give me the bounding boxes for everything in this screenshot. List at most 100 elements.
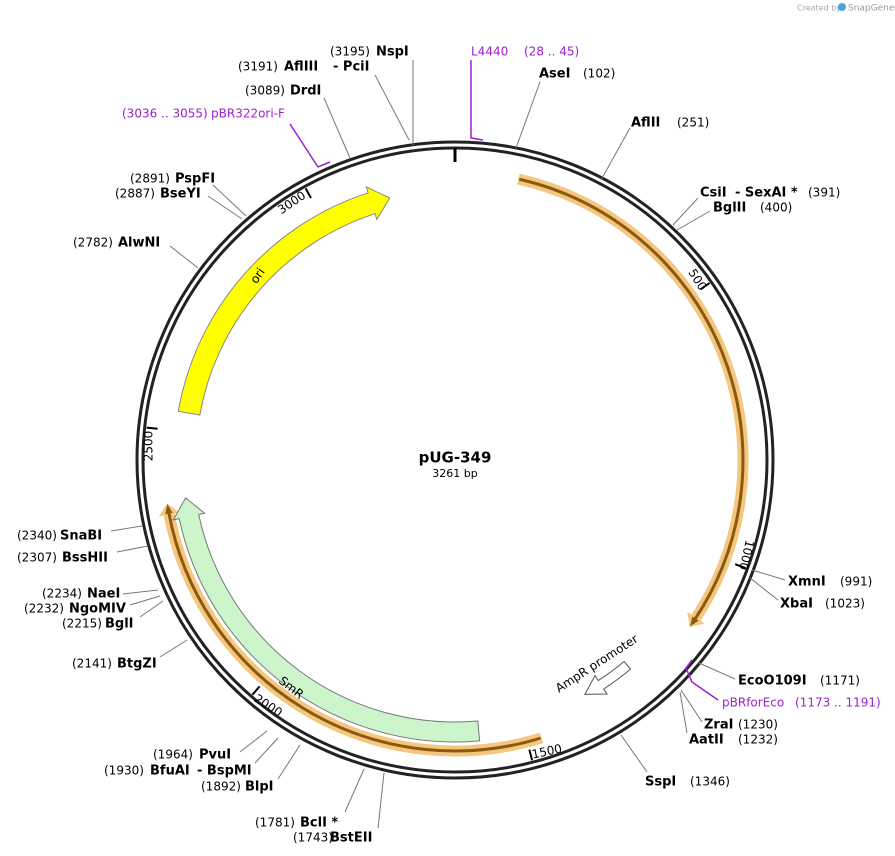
site-name: NgoMIV bbox=[69, 602, 126, 617]
site-leader bbox=[169, 245, 199, 269]
site-position: (1230) bbox=[738, 718, 778, 732]
site-name: XbaI bbox=[780, 597, 813, 612]
site-leader bbox=[129, 595, 161, 606]
tick-mark bbox=[528, 749, 534, 761]
site-name: BssHII bbox=[62, 551, 108, 566]
site-position: (2232) bbox=[24, 602, 64, 616]
tick-mark bbox=[304, 187, 312, 199]
site-name: DrdI bbox=[290, 84, 321, 99]
site-leader bbox=[139, 600, 164, 618]
site-name: PspFI bbox=[175, 172, 215, 187]
site-name: SnaBI bbox=[60, 529, 102, 544]
site-name: CsiI bbox=[700, 186, 727, 201]
site-leader bbox=[110, 525, 143, 532]
site-position: (2891) bbox=[130, 172, 170, 186]
site-name: NspI bbox=[376, 45, 409, 60]
site-leader bbox=[323, 97, 351, 159]
site-name: PvuI bbox=[199, 748, 231, 763]
plasmid-length: 3261 bp bbox=[432, 467, 477, 480]
site-position: (3089) bbox=[245, 84, 285, 98]
primer-line bbox=[470, 60, 484, 141]
site-name: BglI bbox=[105, 617, 134, 632]
site-name: BseYI bbox=[160, 187, 201, 202]
site-position: (102) bbox=[583, 67, 615, 81]
site-position: (1892) bbox=[201, 780, 241, 794]
primer-name: pBRforEco bbox=[722, 696, 784, 710]
tick-label: 1000 bbox=[736, 539, 757, 572]
site-name: AflIII bbox=[284, 60, 318, 75]
brand: SnapGene bbox=[848, 4, 895, 14]
site-position: (2307) bbox=[17, 551, 57, 565]
tick-label: 2500 bbox=[142, 431, 156, 462]
site-name: AatII bbox=[689, 733, 724, 748]
primer-line bbox=[685, 659, 719, 701]
site-position: (991) bbox=[840, 575, 872, 589]
site-leader bbox=[749, 577, 779, 601]
site-position: (3191) bbox=[238, 60, 278, 74]
primer-range: (1173 .. 1191) bbox=[795, 696, 881, 710]
site-leader bbox=[207, 195, 243, 220]
site-leader bbox=[159, 639, 188, 658]
site-position: (400) bbox=[760, 201, 792, 215]
site-position: (251) bbox=[677, 116, 709, 130]
site-name: SspI bbox=[645, 775, 676, 790]
primer-range: (28 .. 45) bbox=[524, 45, 579, 59]
logo bbox=[838, 3, 846, 11]
site-position: (391) bbox=[808, 186, 840, 200]
site-position: (1930) bbox=[104, 764, 144, 778]
site-name: BstEII bbox=[330, 831, 372, 846]
site-leader bbox=[751, 569, 786, 581]
backbone-outer bbox=[135, 140, 775, 780]
ampr-arc-glow bbox=[517, 173, 749, 628]
ampr-arc-glow bbox=[158, 503, 544, 757]
site-leader bbox=[377, 772, 385, 829]
site-leader bbox=[672, 197, 699, 226]
site-leader bbox=[212, 184, 247, 217]
credit: Created by bbox=[797, 4, 841, 13]
site-position: (2340) bbox=[17, 529, 57, 543]
site-leader bbox=[122, 589, 159, 595]
site-name: - SexAI * bbox=[735, 186, 798, 201]
tick-mark bbox=[734, 563, 746, 569]
site-leader bbox=[277, 744, 301, 780]
site-leader bbox=[676, 210, 711, 231]
site-leader bbox=[254, 737, 279, 764]
site-position: (2234) bbox=[42, 587, 82, 601]
site-leader bbox=[344, 768, 365, 813]
site-name: EcoO109I bbox=[738, 674, 807, 689]
primer-range: (3036 .. 3055) bbox=[122, 107, 208, 121]
site-position: (1346) bbox=[690, 775, 730, 789]
site-position: (2782) bbox=[73, 236, 113, 250]
site-position: (2887) bbox=[115, 187, 155, 201]
tick-label: 1500 bbox=[531, 741, 564, 761]
tick-mark bbox=[146, 426, 158, 430]
site-leader bbox=[698, 662, 736, 680]
site-leader bbox=[374, 74, 410, 141]
ampr-promoter bbox=[584, 660, 632, 695]
site-name: BclI * bbox=[300, 816, 338, 831]
site-position: (1171) bbox=[820, 674, 860, 688]
site-name: - PciI bbox=[333, 60, 369, 75]
site-leader bbox=[680, 689, 703, 723]
ampr-arc bbox=[165, 504, 542, 753]
ori-feature bbox=[177, 186, 391, 416]
site-position: (3195) bbox=[330, 45, 370, 59]
site-name: BlpI bbox=[245, 780, 274, 795]
site-name: BglII bbox=[713, 201, 746, 216]
site-name: ZraI bbox=[704, 718, 733, 733]
site-leader bbox=[620, 734, 648, 773]
site-name: - BspMI bbox=[197, 764, 252, 779]
primer-name: pBR322ori-F bbox=[211, 107, 285, 121]
site-position: (1023) bbox=[825, 597, 865, 611]
plasmid-name: pUG-349 bbox=[419, 449, 492, 467]
site-leader bbox=[239, 730, 268, 753]
site-name: XmnI bbox=[788, 575, 826, 590]
site-leader bbox=[679, 691, 688, 734]
site-name: AseI bbox=[539, 67, 570, 82]
site-position: (2141) bbox=[72, 657, 112, 671]
tick-mark bbox=[251, 685, 261, 696]
tick-mark bbox=[699, 282, 711, 291]
site-name: BfuAI bbox=[150, 764, 190, 779]
site-position: (1781) bbox=[255, 816, 295, 830]
